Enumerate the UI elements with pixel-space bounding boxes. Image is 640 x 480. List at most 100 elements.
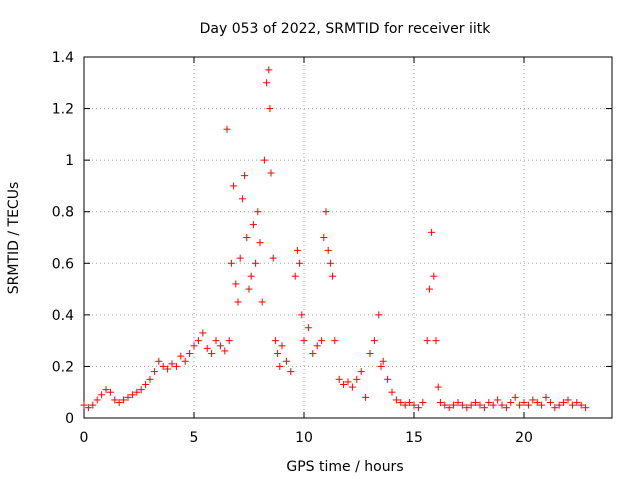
data-point	[434, 383, 442, 391]
data-point	[164, 365, 172, 373]
data-point	[236, 254, 244, 262]
data-point	[573, 399, 581, 407]
data-point	[252, 259, 260, 267]
data-point	[247, 272, 255, 280]
data-point	[520, 399, 528, 407]
x-tick-label: 15	[405, 430, 423, 446]
data-point	[542, 393, 550, 401]
data-point	[98, 391, 106, 399]
data-point	[458, 401, 466, 409]
data-point	[502, 404, 510, 412]
data-point	[93, 396, 101, 404]
y-tick-label: 0.4	[52, 308, 74, 324]
data-point	[300, 337, 308, 345]
data-point	[194, 337, 202, 345]
data-point	[265, 66, 273, 74]
data-point	[282, 357, 290, 365]
y-tick-label: 1	[65, 153, 74, 169]
data-point	[227, 259, 235, 267]
data-point	[463, 404, 471, 412]
data-point	[106, 388, 114, 396]
data-point	[172, 362, 180, 370]
data-point	[329, 272, 337, 280]
data-point	[181, 357, 189, 365]
data-point	[485, 399, 493, 407]
data-point	[436, 399, 444, 407]
y-axis-label: SRMTID / TECUs	[6, 182, 22, 295]
data-point	[203, 344, 211, 352]
data-point	[276, 362, 284, 370]
data-point	[298, 311, 306, 319]
plot-frame	[83, 56, 613, 419]
data-point	[568, 401, 576, 409]
data-point	[234, 298, 242, 306]
chart-title: Day 053 of 2022, SRMTID for receiver iit…	[200, 21, 492, 37]
data-point	[111, 396, 119, 404]
data-point	[223, 125, 231, 133]
data-point	[269, 254, 277, 262]
data-point	[238, 195, 246, 203]
data-point	[551, 404, 559, 412]
data-point	[177, 352, 185, 360]
data-point	[225, 337, 233, 345]
data-point	[212, 337, 220, 345]
data-point	[331, 337, 339, 345]
data-point	[190, 342, 198, 350]
data-point	[186, 350, 194, 358]
data-point	[379, 357, 387, 365]
data-point	[199, 329, 207, 337]
data-point	[296, 259, 304, 267]
data-point	[274, 350, 282, 358]
data-point	[142, 380, 150, 388]
data-point	[232, 280, 240, 288]
data-point	[498, 401, 506, 409]
x-tick-label: 10	[295, 430, 313, 446]
data-point	[577, 401, 585, 409]
data-point	[221, 347, 229, 355]
data-point	[397, 399, 405, 407]
data-point	[245, 285, 253, 293]
x-axis-label: GPS time / hours	[286, 459, 403, 475]
data-point	[392, 396, 400, 404]
data-point	[146, 375, 154, 383]
data-point	[476, 401, 484, 409]
data-point	[271, 337, 279, 345]
data-point	[441, 401, 449, 409]
data-point	[432, 337, 440, 345]
x-tick-label: 0	[80, 430, 89, 446]
data-point	[304, 324, 312, 332]
data-point	[80, 401, 88, 409]
data-point	[348, 383, 356, 391]
y-tick-label: 0.8	[52, 205, 74, 221]
data-point	[291, 272, 299, 280]
data-point	[155, 357, 163, 365]
data-point	[102, 386, 110, 394]
data-point	[489, 401, 497, 409]
data-point	[533, 399, 541, 407]
data-point	[357, 368, 365, 376]
data-point	[564, 396, 572, 404]
y-tick-label: 0	[65, 411, 74, 427]
data-point	[344, 378, 352, 386]
data-point	[150, 368, 158, 376]
data-point	[293, 246, 301, 254]
data-point	[560, 399, 568, 407]
data-point	[168, 360, 176, 368]
y-tick-label: 0.2	[52, 359, 74, 375]
data-point	[124, 393, 132, 401]
data-point	[524, 401, 532, 409]
y-tick-label: 1.2	[52, 102, 74, 118]
x-tick-label: 20	[515, 430, 533, 446]
data-point	[414, 404, 422, 412]
data-point	[137, 386, 145, 394]
y-tick-label: 1.4	[52, 50, 74, 66]
data-point	[377, 362, 385, 370]
data-point	[322, 208, 330, 216]
x-tick-label: 5	[190, 430, 199, 446]
data-point	[425, 285, 433, 293]
data-point	[516, 401, 524, 409]
data-point	[208, 350, 216, 358]
data-points	[80, 66, 590, 412]
data-point	[507, 399, 515, 407]
